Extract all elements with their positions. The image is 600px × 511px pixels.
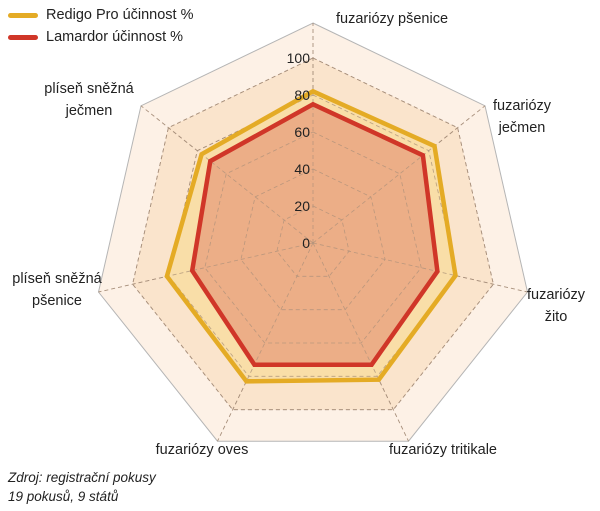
category-label-2: fuzariózy ječmen [493, 98, 552, 136]
data-point-s1-3 [453, 273, 458, 278]
grid-ring-overlay-40 [240, 168, 386, 311]
category-label-5: fuzariózy oves [156, 442, 249, 458]
legend-label-redigo: Redigo Pro účinnost % [46, 7, 194, 23]
data-point-s2-6 [190, 268, 195, 273]
data-point-s2-2 [420, 153, 425, 158]
grid-ring-overlay-60 [204, 131, 422, 344]
grid-spoke-overlay-3 [312, 242, 494, 285]
series-line-2 [189, 101, 440, 367]
legend-item-redigo: Redigo Pro účinnost % [8, 4, 194, 26]
data-point-s1-7 [199, 152, 204, 157]
data-point-s1-2 [432, 144, 437, 149]
legend-item-lamardor: Lamardor účinnost % [8, 26, 194, 48]
legend: Redigo Pro účinnost % Lamardor účinnost … [8, 4, 194, 48]
source-line-1: Zdroj: registrační pokusy [8, 470, 156, 485]
category-label-1: fuzariózy pšenice [336, 11, 448, 27]
legend-swatch-lamardor [8, 34, 38, 40]
grid-ring-overlay-80 [168, 94, 458, 377]
series-line-1 [164, 88, 458, 384]
tick-label-80: 80 [294, 87, 310, 103]
grid-ring-overlay-20 [276, 205, 350, 277]
legend-label-lamardor: Lamardor účinnost % [46, 29, 184, 45]
data-point-s1-4 [376, 377, 381, 382]
data-point-s1-1 [311, 89, 315, 94]
data-point-s2-7 [208, 159, 213, 164]
tick-label-0: 0 [302, 235, 310, 251]
grid-spoke-overlay-7 [168, 127, 314, 244]
category-label-4: fuzariózy tritikale [389, 442, 497, 458]
data-point-s1-6 [164, 274, 169, 279]
category-label-3: fuzariózy žito [527, 287, 586, 325]
data-point-s1-5 [244, 379, 249, 384]
data-point-s2-3 [435, 269, 440, 274]
grid-spoke-overlay-6 [132, 242, 314, 285]
legend-swatch-redigo [8, 12, 38, 18]
data-point-s2-5 [252, 362, 257, 367]
tick-label-20: 20 [294, 198, 310, 214]
tick-label-40: 40 [294, 161, 310, 177]
tick-label-100: 100 [287, 50, 311, 66]
source-note: Zdroj: registrační pokusy 19 pokusů, 9 s… [8, 468, 156, 506]
grid-ring-overlay-100 [132, 57, 494, 411]
category-label-6: plíseň sněžná pšenice [12, 271, 102, 309]
data-point-s2-4 [369, 362, 374, 367]
category-label-7: plíseň sněžná ječmen [44, 81, 134, 119]
tick-label-60: 60 [294, 124, 310, 140]
series-fill-2 [192, 104, 438, 365]
data-point-s2-1 [311, 102, 315, 107]
source-line-2: 19 pokusů, 9 států [8, 489, 119, 504]
